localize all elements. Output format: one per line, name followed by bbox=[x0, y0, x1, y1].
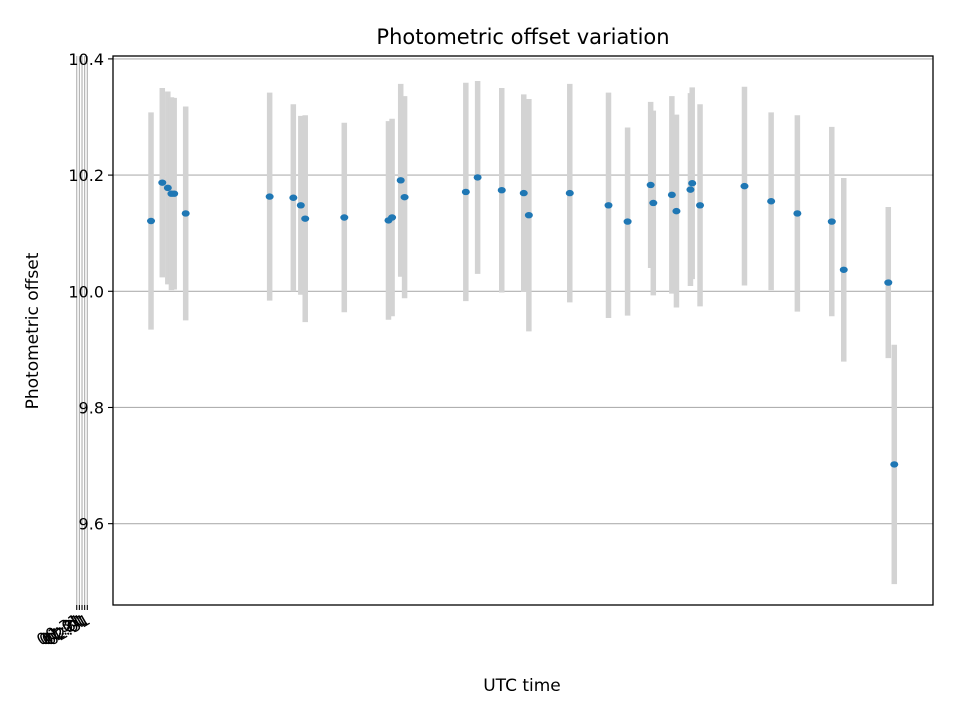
data-points bbox=[147, 174, 899, 468]
data-point bbox=[473, 174, 482, 181]
data-point bbox=[158, 179, 167, 186]
data-point bbox=[839, 266, 848, 273]
data-point bbox=[649, 199, 658, 207]
chart-title: Photometric offset variation bbox=[376, 25, 669, 49]
data-point bbox=[667, 191, 676, 199]
data-point bbox=[696, 202, 705, 209]
data-point bbox=[646, 181, 655, 189]
data-point bbox=[396, 177, 405, 184]
y-tick-label: 9.6 bbox=[79, 515, 104, 534]
data-point bbox=[524, 211, 533, 219]
y-tick-label: 10.0 bbox=[68, 282, 104, 301]
data-point bbox=[767, 198, 776, 205]
data-point bbox=[890, 461, 899, 468]
data-point bbox=[265, 193, 274, 200]
data-point bbox=[289, 194, 298, 201]
y-tick-label: 10.2 bbox=[68, 166, 104, 185]
data-point bbox=[340, 214, 349, 221]
data-point bbox=[686, 186, 695, 193]
y-tick-label: 9.8 bbox=[79, 398, 104, 417]
data-point bbox=[688, 180, 697, 187]
x-axis-label: UTC time bbox=[483, 676, 561, 696]
data-point bbox=[884, 279, 893, 286]
data-point bbox=[672, 207, 681, 215]
y-axis-label: Photometric offset bbox=[23, 252, 43, 409]
data-point bbox=[400, 193, 409, 201]
data-point bbox=[296, 202, 305, 209]
data-point bbox=[301, 215, 310, 222]
data-point bbox=[461, 188, 470, 196]
plot-frame bbox=[112, 55, 934, 606]
y-tick-label: 10.4 bbox=[68, 50, 104, 69]
data-point bbox=[163, 184, 172, 192]
data-point bbox=[147, 217, 156, 225]
data-point bbox=[827, 218, 836, 225]
data-point bbox=[740, 182, 749, 190]
data-point bbox=[181, 210, 190, 217]
data-point bbox=[565, 189, 574, 197]
data-point bbox=[793, 210, 802, 217]
data-point bbox=[519, 189, 528, 197]
data-point bbox=[170, 190, 179, 197]
data-point bbox=[388, 214, 397, 221]
data-point bbox=[497, 187, 506, 194]
data-point bbox=[604, 202, 613, 209]
data-point bbox=[623, 218, 632, 225]
y-axis: 9.6 9.8 10.0 10.2 10.4 bbox=[68, 50, 113, 534]
